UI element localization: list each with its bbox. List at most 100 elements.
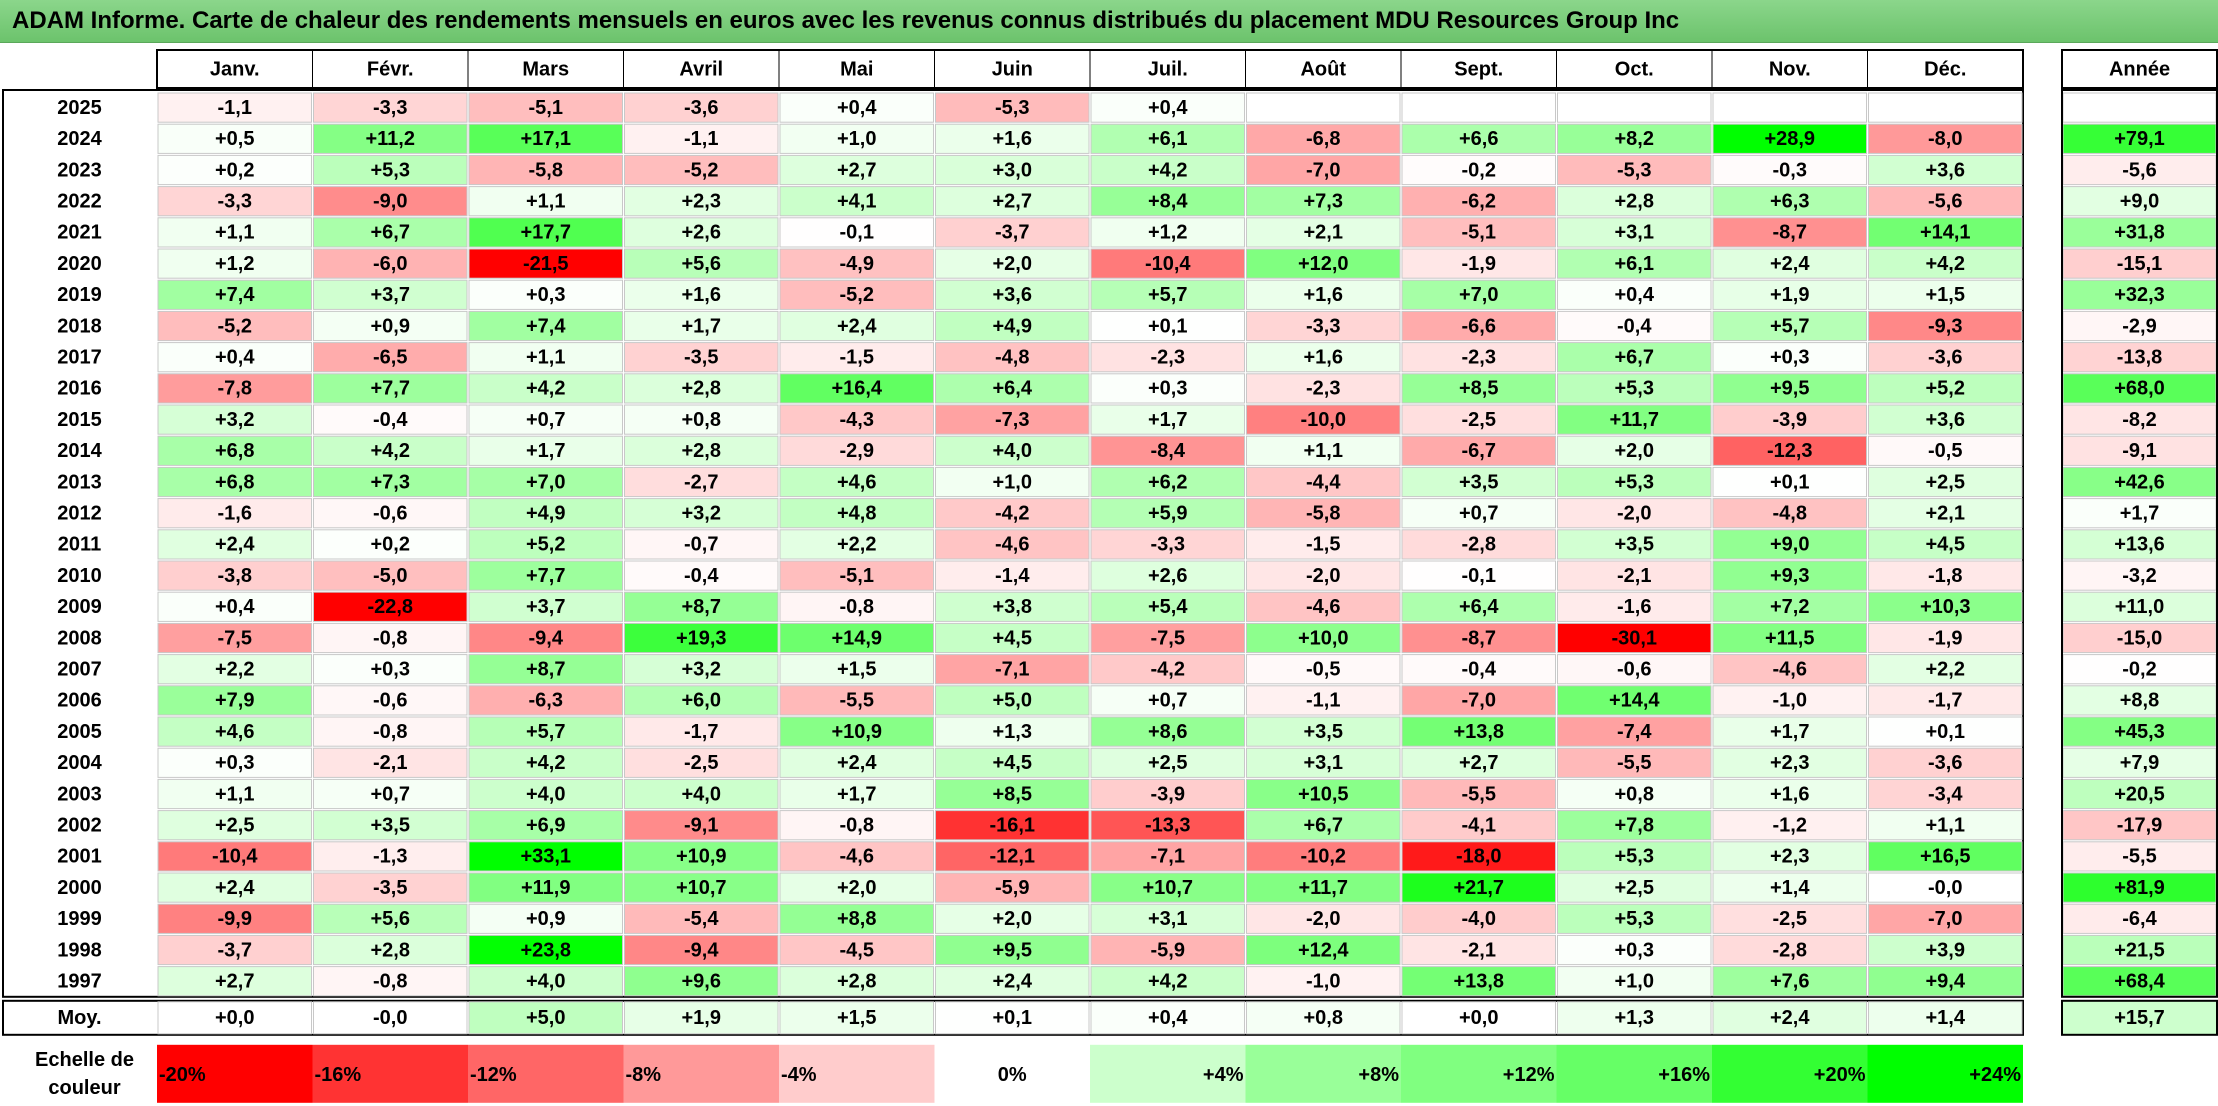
heatmap-cell xyxy=(1557,872,1712,903)
heatmap-cell xyxy=(1246,903,1401,934)
heatmap-cell xyxy=(1868,903,2023,934)
annual-body-frame xyxy=(2061,89,2218,998)
heatmap-cell xyxy=(1712,529,1867,560)
cell-value: -4,6 xyxy=(840,846,874,868)
heatmap-cell xyxy=(779,841,934,872)
heatmap-cell xyxy=(935,435,1090,466)
average-value: +1,5 xyxy=(837,1007,876,1029)
annual-value: -15,0 xyxy=(2117,627,2163,649)
annual-value: -0,2 xyxy=(2122,658,2156,680)
cell-value: -7,0 xyxy=(1928,908,1962,930)
month-header-10: Oct. xyxy=(1615,58,1654,80)
cell-value: -6,0 xyxy=(373,253,407,275)
heatmap-cell xyxy=(1868,404,2023,435)
heatmap-cell xyxy=(1401,310,1556,342)
cell-value: -4,0 xyxy=(1462,908,1496,930)
cell-value: +5,3 xyxy=(371,159,410,181)
cell-value: +11,5 xyxy=(1765,627,1815,649)
cell-value: -7,0 xyxy=(1306,159,1340,181)
cell-value: +10,0 xyxy=(1298,627,1349,649)
heatmap-cell xyxy=(779,903,934,934)
cell-value: -30,1 xyxy=(1611,627,1657,649)
cell-value: -1,8 xyxy=(1928,565,1962,587)
cell-value: +7,3 xyxy=(371,471,410,493)
heatmap-cell xyxy=(1246,591,1401,622)
heatmap-cell xyxy=(157,435,312,466)
heatmap-cell xyxy=(1246,466,1401,498)
cell-value: -0,8 xyxy=(840,814,874,836)
heatmap-cell xyxy=(468,498,623,529)
cell-value: +9,4 xyxy=(1926,970,1966,992)
cell-value: +19,3 xyxy=(676,627,727,649)
cell-value: +6,0 xyxy=(682,690,721,712)
annual-cell xyxy=(2062,123,2217,154)
heatmap-cell xyxy=(624,435,779,466)
cell-value: -3,3 xyxy=(218,190,252,212)
cell-value: -2,0 xyxy=(1306,908,1340,930)
cell-value: +3,2 xyxy=(682,658,721,680)
cell-value: +8,4 xyxy=(1148,190,1188,212)
heatmap-cell xyxy=(1090,154,1245,186)
scale-label-line1: Echelle de xyxy=(35,1049,134,1071)
cell-value: +4,0 xyxy=(526,783,565,805)
heatmap-cell xyxy=(468,591,623,622)
heatmap-cell xyxy=(1246,778,1401,810)
annual-value: -6,4 xyxy=(2122,908,2157,930)
year-label-1998: 1998 xyxy=(57,939,102,961)
heatmap-cell xyxy=(1868,342,2023,373)
year-label-2002: 2002 xyxy=(57,814,102,836)
annual-value: +68,0 xyxy=(2114,378,2165,400)
heatmap-cell xyxy=(624,529,779,560)
annual-cell xyxy=(2062,872,2217,903)
heatmap-cell xyxy=(779,310,934,342)
annual-cell xyxy=(2062,248,2217,279)
heatmap-cell xyxy=(935,310,1090,342)
cell-value: +5,6 xyxy=(371,908,410,930)
heatmap-cell xyxy=(935,404,1090,435)
average-cell xyxy=(1557,1001,1712,1035)
cell-value: -2,5 xyxy=(1773,908,1807,930)
cell-value: +1,6 xyxy=(1304,284,1343,306)
cell-value: +14,1 xyxy=(1920,222,1971,244)
heatmap-cell xyxy=(935,810,1090,841)
cell-value: -0,2 xyxy=(1462,159,1496,181)
cell-value: +2,0 xyxy=(993,908,1032,930)
cell-value: +1,6 xyxy=(1770,783,1809,805)
heatmap-cell xyxy=(1712,747,1867,778)
heatmap-cell xyxy=(1401,560,1556,591)
average-cell xyxy=(1868,1001,2023,1035)
year-label-2018: 2018 xyxy=(57,315,102,337)
cell-value: -2,7 xyxy=(684,471,718,493)
cell-value: +2,4 xyxy=(837,315,877,337)
year-label-2008: 2008 xyxy=(57,627,102,649)
cell-value: +2,3 xyxy=(682,190,721,212)
heatmap-cell xyxy=(1090,466,1245,498)
heatmap-cell xyxy=(935,529,1090,560)
cell-value: +2,4 xyxy=(215,534,255,556)
cell-value: +0,7 xyxy=(1148,690,1187,712)
cell-value: -9,0 xyxy=(373,190,407,212)
cell-value: +1,7 xyxy=(526,440,565,462)
cell-value: +5,3 xyxy=(1615,471,1654,493)
scale-label: +4% xyxy=(1203,1064,1244,1086)
cell-value: +3,7 xyxy=(371,284,410,306)
heatmap-cell xyxy=(935,747,1090,778)
annual-value: +42,6 xyxy=(2114,471,2165,493)
cell-value: +5,7 xyxy=(526,721,565,743)
heatmap-cell xyxy=(468,778,623,810)
heatmap-cell xyxy=(1246,841,1401,872)
cell-value: -5,9 xyxy=(995,877,1029,899)
cell-value: -10,0 xyxy=(1300,409,1346,431)
heatmap-cell xyxy=(1712,654,1867,685)
heatmap-cell xyxy=(468,654,623,685)
heatmap-cell xyxy=(1090,560,1245,591)
cell-value: -22,8 xyxy=(367,596,413,618)
cell-value: +1,2 xyxy=(215,253,254,275)
cell-value: -2,1 xyxy=(1462,939,1496,961)
heatmap-cell xyxy=(935,716,1090,747)
annual-value: -5,5 xyxy=(2122,846,2156,868)
heatmap-cell xyxy=(468,217,623,248)
heatmap-cell xyxy=(313,466,468,498)
scale-label: -20% xyxy=(159,1064,206,1086)
heatmap-cell xyxy=(1712,248,1867,279)
